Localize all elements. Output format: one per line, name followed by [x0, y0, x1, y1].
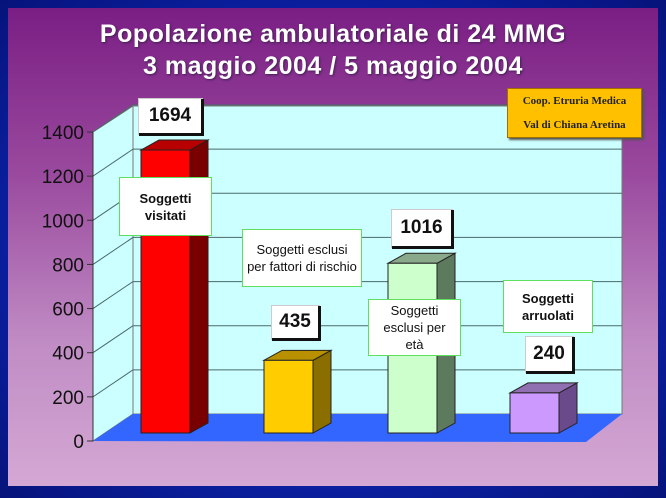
chart-title-line2: 3 maggio 2004 / 5 maggio 2004: [143, 52, 523, 80]
gridline: [92, 104, 622, 133]
bar-3: [509, 392, 560, 434]
y-tick-label: 1200: [42, 167, 84, 188]
data-label-0: 1694: [139, 99, 204, 136]
bar-side-1: [312, 349, 332, 434]
bar-1: [263, 359, 314, 434]
side-wall: [92, 105, 134, 442]
gridline: [92, 369, 622, 398]
y-tick-label: 0: [73, 432, 84, 453]
y-tick-label: 1400: [42, 123, 84, 144]
data-label-1: 435: [272, 306, 321, 341]
logo-box: Coop. Etruria Medica Val di Chiana Areti…: [507, 88, 642, 138]
y-tick-label: 600: [52, 300, 84, 321]
category-label-3: Soggetti arruolati: [503, 280, 593, 333]
data-label-3: 240: [526, 337, 575, 374]
gridline: [92, 236, 622, 265]
category-label-1: Soggetti esclusi per fattori di rischio: [242, 229, 362, 287]
y-tick-label: 1000: [42, 211, 84, 232]
gridline: [92, 148, 622, 177]
logo-line2: Val di Chiana Aretina: [523, 119, 626, 131]
y-tick-label: 200: [52, 388, 84, 409]
data-label-2: 1016: [392, 210, 454, 249]
y-tick-label: 800: [52, 255, 84, 276]
chart-title-line1: Popolazione ambulatoriale di 24 MMG: [99, 20, 567, 48]
category-label-2: Soggetti esclusi per età: [368, 299, 461, 356]
category-label-0: Soggetti visitati: [119, 177, 212, 236]
logo-line1: Coop. Etruria Medica: [522, 95, 627, 107]
gridline: [92, 281, 622, 309]
y-tick-label: 400: [52, 344, 84, 365]
floor: [93, 414, 622, 442]
